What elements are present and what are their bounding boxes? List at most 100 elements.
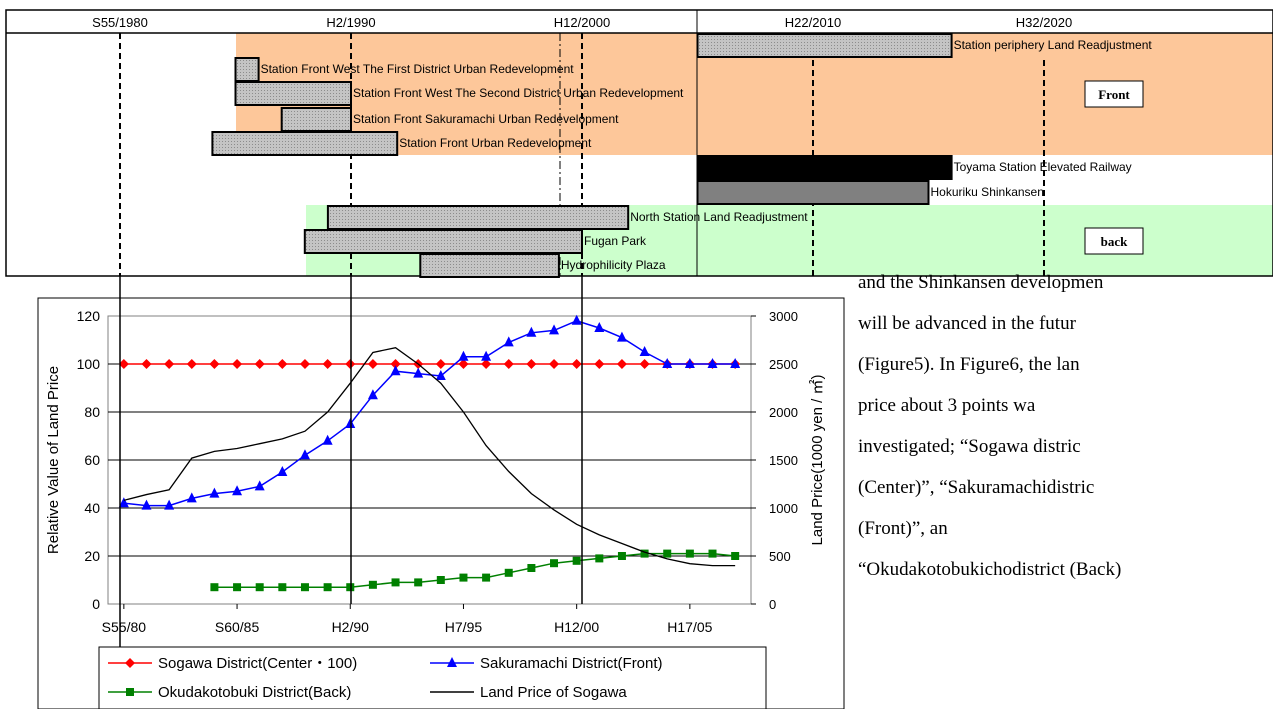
data-point (527, 564, 536, 572)
paragraph-line: (Center)”, “Sakuramachidistric (858, 477, 1095, 498)
data-point (481, 350, 492, 361)
project-label: Station Front Urban Redevelopment (399, 136, 592, 150)
y2-tick-label: 1500 (769, 453, 798, 468)
year-label-1980: S55/1980 (92, 15, 148, 30)
project-bar (234, 81, 352, 106)
y-tick-label: 0 (92, 596, 100, 612)
x-tick-label: S60/85 (215, 619, 260, 635)
data-point (118, 359, 129, 369)
y2-tick-label: 3000 (769, 309, 798, 324)
project-label: Station Front West The First District Ur… (261, 62, 575, 76)
project-label: Hokuriku Shinkansen (931, 185, 1044, 199)
chart-panel: 0 20 40 60 80 100 120 0 500 1000 1500 2000 2500 3000… (37, 276, 845, 709)
data-point (277, 359, 288, 369)
legend-marker (126, 688, 134, 696)
data-point (594, 322, 605, 332)
project-bar (280, 107, 353, 132)
series-line (123, 346, 736, 567)
data-point (299, 359, 310, 369)
legend-label: Sogawa District(Center・100) (158, 655, 357, 672)
year-label-2000: H12/2000 (554, 15, 610, 30)
y-axis-label: Relative Value of Land Price (45, 366, 62, 554)
timeline-frame (5, 9, 1273, 277)
y2-axis-label: Land Price(1000 yen / ㎡) (809, 375, 826, 546)
data-point (549, 324, 560, 335)
data-point (503, 336, 514, 347)
data-point (232, 359, 243, 369)
data-point (210, 583, 219, 592)
series-3 (123, 346, 736, 567)
data-point (368, 580, 377, 589)
series-line (123, 320, 736, 507)
data-point (255, 583, 264, 592)
data-point (254, 359, 265, 369)
project-bar (211, 131, 399, 156)
data-point (662, 358, 673, 368)
year-label-2020: H32/2020 (1016, 15, 1072, 30)
data-point (640, 549, 649, 558)
project-bar (303, 229, 583, 254)
data-point (322, 434, 333, 445)
data-point (141, 499, 152, 510)
data-point (390, 359, 401, 369)
data-point (164, 499, 175, 510)
data-point (503, 359, 514, 369)
data-point (323, 583, 332, 592)
data-point (390, 365, 401, 376)
project-label: Toyama Station Elevated Railway (954, 160, 1132, 174)
project-label: Station Front Sakuramachi Urban Redevelo… (353, 112, 619, 126)
body-paragraph: and the Shinkansen developmen will be ad… (858, 268, 1270, 709)
timeline-panel: S55/1980 H2/1990 H12/2000 H22/2010 H32/2… (5, 9, 1273, 278)
paragraph-line: price about 3 points wa (858, 395, 1036, 416)
y-tick-label: 100 (77, 356, 101, 372)
legend-marker (447, 657, 457, 667)
y-tick-label: 40 (84, 500, 100, 516)
project-bars: Station periphery Land Readjustment Stati… (211, 33, 1152, 278)
paragraph-line: (Figure5). In Figure6, the lan (858, 354, 1080, 375)
year-label-2010: H22/2010 (785, 15, 841, 30)
x-tick-label: H12/00 (554, 619, 599, 635)
project-bar (234, 57, 260, 82)
data-point (707, 358, 718, 368)
data-point (708, 549, 717, 558)
data-point (482, 573, 491, 582)
legend-label: Sakuramachi District(Front) (480, 655, 663, 672)
project-bar (696, 33, 953, 58)
data-point (278, 583, 287, 592)
y2-tick-label: 1000 (769, 501, 798, 516)
y2-tick-label: 0 (769, 597, 776, 612)
x-tick-label: H7/95 (445, 619, 483, 635)
data-point (639, 346, 650, 356)
project-bar (326, 205, 630, 230)
year-labels: S55/1980 H2/1990 H12/2000 H22/2010 H32/2… (92, 15, 1072, 30)
data-point (571, 359, 582, 369)
y-tick-label: 80 (84, 404, 100, 420)
legend-marker (125, 658, 135, 668)
project-bar (419, 253, 560, 278)
data-point (594, 359, 605, 369)
y-tick-label: 60 (84, 452, 100, 468)
data-point (663, 549, 672, 558)
data-point (232, 485, 243, 496)
data-point (458, 359, 469, 369)
x-tick-label: H2/90 (332, 619, 370, 635)
paragraph-line: will be advanced in the futur (858, 313, 1076, 334)
data-point (435, 370, 446, 380)
data-point (617, 552, 626, 560)
data-point (436, 576, 445, 584)
y-tick-label: 120 (77, 308, 101, 324)
series-group (118, 314, 741, 592)
y2-tick-label: 2500 (769, 357, 798, 372)
data-point (526, 359, 537, 369)
data-point (233, 583, 242, 592)
project-label: Station Front West The Second District U… (353, 86, 684, 100)
year-label-1990: H2/1990 (326, 15, 375, 30)
data-point (277, 466, 288, 476)
paragraph-line: “Okudakotobukichodistrict (Back) (858, 559, 1122, 580)
data-point (504, 568, 513, 577)
paragraph-line: and the Shinkansen developmen (858, 272, 1104, 293)
y-axis-ticks: 0 20 40 60 80 100 120 (77, 308, 101, 612)
legend-label: Land Price of Sogawa (480, 684, 627, 701)
x-axis-ticks: S55/80 S60/85 H2/90 H7/95 H12/00 H17/05 (102, 604, 713, 635)
data-point (458, 350, 469, 361)
